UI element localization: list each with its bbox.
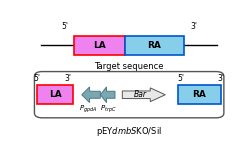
Text: 5': 5' <box>34 74 41 83</box>
Text: $\mathit{P}_{gpdA}$: $\mathit{P}_{gpdA}$ <box>79 104 98 115</box>
Text: 3': 3' <box>217 74 225 83</box>
Polygon shape <box>82 87 100 102</box>
Text: pEY$\mathit{dmbS}$KO/Sil: pEY$\mathit{dmbS}$KO/Sil <box>96 124 162 138</box>
Text: LA: LA <box>49 90 62 99</box>
Text: $\mathit{P}_{trpC}$: $\mathit{P}_{trpC}$ <box>100 104 117 115</box>
FancyBboxPatch shape <box>125 36 184 55</box>
Text: Bar: Bar <box>134 90 147 99</box>
FancyBboxPatch shape <box>75 36 125 55</box>
Polygon shape <box>100 87 115 102</box>
Text: 5': 5' <box>177 74 184 83</box>
Text: LA: LA <box>93 41 106 50</box>
FancyBboxPatch shape <box>178 85 221 104</box>
Text: Target sequence: Target sequence <box>94 62 164 71</box>
FancyBboxPatch shape <box>37 85 74 104</box>
Text: 3': 3' <box>190 22 197 31</box>
Text: RA: RA <box>148 41 162 50</box>
Text: RA: RA <box>193 90 206 99</box>
Text: 5': 5' <box>61 22 68 31</box>
Text: 3': 3' <box>64 74 71 83</box>
Polygon shape <box>122 88 165 102</box>
